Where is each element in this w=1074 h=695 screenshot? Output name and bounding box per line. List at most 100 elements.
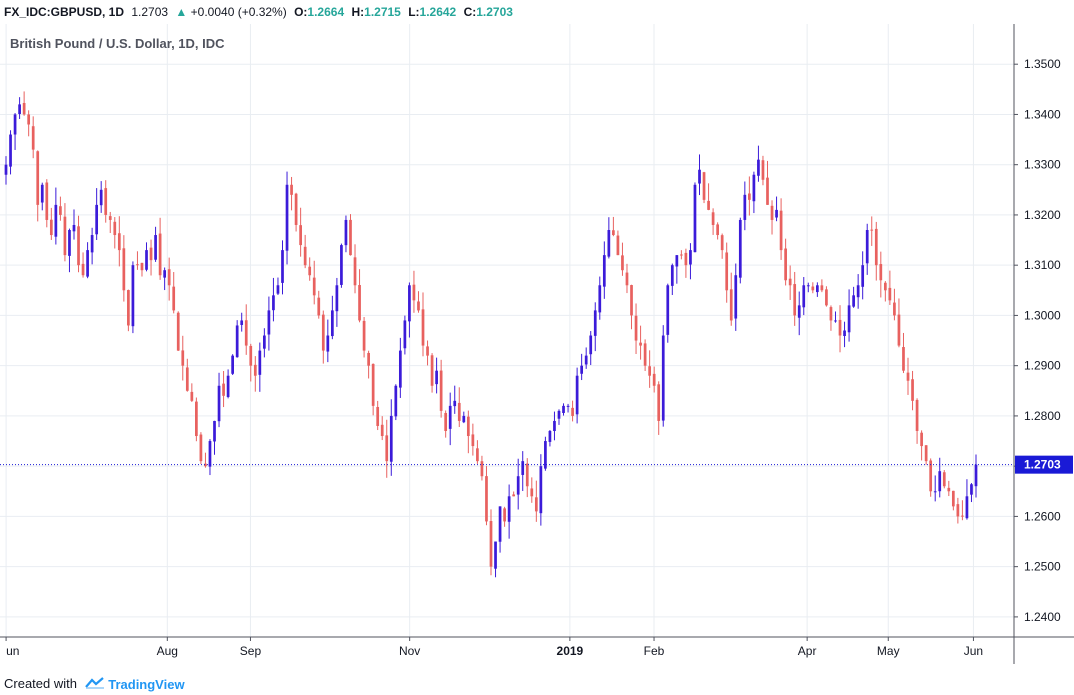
candle-body: [521, 461, 525, 475]
candle-body: [480, 461, 484, 477]
candle-body: [530, 488, 534, 497]
candle-body: [208, 441, 212, 467]
candle-body: [938, 471, 942, 492]
candle-body: [951, 490, 955, 507]
candle-body: [466, 416, 470, 437]
candle-body: [276, 285, 280, 294]
candle-body: [453, 400, 457, 407]
candle-body: [598, 285, 602, 313]
candle-body: [689, 250, 692, 265]
candle-body: [870, 229, 874, 231]
candlestick-chart[interactable]: 1.24001.25001.26001.27001.28001.29001.30…: [0, 24, 1074, 664]
time-tick-label: Aug: [157, 644, 178, 658]
up-arrow-icon: ▲: [175, 5, 188, 19]
candle-body: [602, 255, 606, 287]
candle-body: [806, 285, 810, 287]
symbol-label[interactable]: FX_IDC:GBPUSD, 1D: [4, 5, 125, 19]
candle-body: [711, 212, 715, 225]
candle-body: [59, 206, 62, 215]
candle-body: [435, 370, 438, 385]
candle-body: [394, 385, 398, 417]
candle-body: [852, 295, 855, 307]
candle-body: [444, 412, 448, 431]
candle-body: [503, 508, 506, 522]
candle-body: [856, 285, 860, 298]
candle-body: [761, 160, 765, 180]
candle-body: [471, 434, 475, 447]
candle-body: [580, 365, 584, 374]
tradingview-brand[interactable]: TradingView: [108, 677, 185, 693]
candle-body: [317, 297, 321, 316]
candle-body: [380, 424, 384, 437]
candle-body: [788, 278, 792, 286]
price-tick-label: 1.3300: [1024, 158, 1061, 172]
candle-body: [784, 248, 787, 281]
candle-body: [902, 347, 905, 371]
candle-body: [906, 372, 910, 381]
candle-body: [267, 310, 271, 335]
candle-body: [253, 364, 257, 376]
candle-body: [675, 255, 679, 267]
candle-body: [797, 305, 801, 318]
candle-body: [888, 287, 892, 301]
candle-body: [539, 466, 543, 514]
last-price-tag-label: 1.2703: [1024, 458, 1061, 472]
candle-body: [408, 285, 411, 322]
candle-body: [961, 515, 964, 517]
tradingview-logo-icon[interactable]: [84, 677, 105, 692]
candle-body: [462, 415, 466, 423]
candle-body: [68, 230, 71, 256]
candle-body: [63, 216, 67, 256]
candle-body: [534, 497, 538, 512]
candle-body: [548, 430, 552, 442]
candle-body: [920, 432, 923, 447]
candle-body: [575, 375, 579, 415]
candle-body: [970, 484, 973, 495]
candle-body: [439, 370, 443, 411]
candle-body: [131, 265, 135, 327]
last-price-tag: 1.2703: [1015, 455, 1073, 474]
candle-body: [607, 230, 611, 257]
candle-body: [625, 272, 629, 286]
candle-body: [865, 230, 869, 264]
candle-body: [544, 441, 547, 469]
candle-body: [630, 285, 633, 316]
candle-body: [657, 384, 661, 421]
candle-body: [18, 104, 21, 114]
candle-body: [145, 250, 148, 270]
candle-body: [512, 494, 516, 497]
candle-body: [861, 265, 865, 287]
candle-body: [299, 225, 302, 246]
low-value: 1.2642: [419, 5, 457, 19]
candle-body: [417, 301, 420, 311]
candle-body: [167, 269, 171, 286]
candle-body: [163, 270, 167, 278]
candle-body: [571, 407, 574, 416]
candle-body: [340, 245, 343, 285]
candle-body: [13, 114, 17, 135]
candles: [4, 91, 978, 578]
candle-body: [716, 224, 719, 236]
candle-body: [702, 172, 706, 200]
candle-body: [793, 284, 797, 316]
candle-body: [326, 335, 330, 352]
chart-panel[interactable]: 1.24001.25001.26001.27001.28001.29001.30…: [0, 24, 1074, 664]
price-tick-label: 1.3000: [1024, 308, 1061, 322]
price-tick-label: 1.2800: [1024, 409, 1061, 423]
price-change: +0.0040 (+0.32%): [190, 5, 287, 19]
candle-body: [874, 228, 878, 266]
candle-body: [263, 335, 266, 349]
candle-body: [140, 262, 144, 271]
open-value: 1.2664: [307, 5, 345, 19]
candle-body: [99, 189, 103, 206]
price-axis-background[interactable]: [1014, 24, 1074, 640]
time-tick-label: 2019: [557, 644, 584, 658]
candle-body: [476, 448, 479, 462]
candle-body: [249, 345, 253, 366]
candle-body: [272, 295, 275, 311]
candle-body: [412, 284, 416, 301]
candle-body: [204, 463, 207, 467]
candle-body: [924, 445, 928, 462]
candle-body: [127, 290, 130, 326]
candle-body: [330, 310, 334, 337]
